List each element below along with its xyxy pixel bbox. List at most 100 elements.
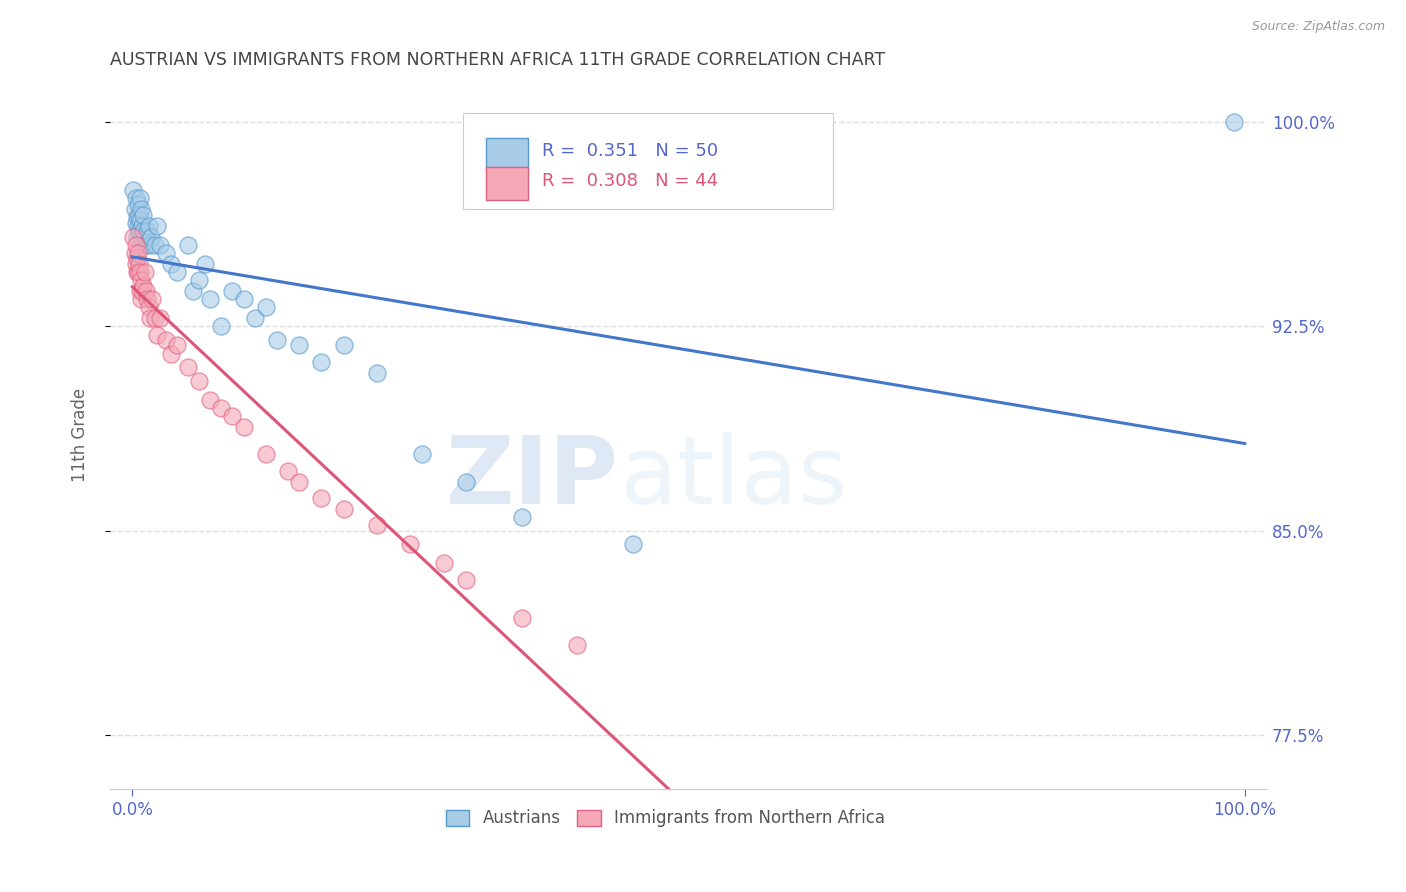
Point [209,401,232,415]
Point [129,229,152,244]
Point [139,237,162,252]
Legend: Austrians, Immigrants from Northern Africa: Austrians, Immigrants from Northern Afri… [439,803,891,834]
Point [128,208,150,222]
FancyBboxPatch shape [486,168,527,200]
Point [122,229,145,244]
Point [254,447,277,461]
Point [166,265,188,279]
Point [131,237,153,252]
Point [128,224,150,238]
Point [141,229,163,244]
Point [127,265,149,279]
Point [332,501,354,516]
Point [129,213,152,227]
Text: atlas: atlas [619,432,848,524]
Point [135,292,157,306]
Point [127,219,149,233]
Point [129,292,152,306]
Point [146,327,169,342]
Point [134,229,156,244]
Point [135,284,157,298]
Point [277,464,299,478]
Point [177,360,200,375]
Point [1222,115,1244,129]
Point [166,338,188,352]
Point [332,338,354,352]
Point [124,257,146,271]
Point [135,237,157,252]
Point [454,573,477,587]
Point [129,273,152,287]
Point [135,224,157,238]
FancyBboxPatch shape [486,138,527,170]
Point [155,333,177,347]
Point [143,237,166,252]
Point [131,219,153,233]
Point [125,265,148,279]
Point [139,311,162,326]
Point [138,301,160,315]
Point [288,475,311,489]
Point [124,191,146,205]
Point [510,510,533,524]
Point [366,518,388,533]
Point [567,638,589,652]
Text: Source: ZipAtlas.com: Source: ZipAtlas.com [1251,20,1385,33]
Point [132,278,155,293]
Point [311,355,333,369]
Point [127,245,149,260]
Point [433,556,456,570]
Point [125,211,148,225]
Point [122,183,145,197]
Point [194,257,217,271]
Point [129,265,152,279]
Point [454,475,477,489]
Text: AUSTRIAN VS IMMIGRANTS FROM NORTHERN AFRICA 11TH GRADE CORRELATION CHART: AUSTRIAN VS IMMIGRANTS FROM NORTHERN AFR… [110,51,886,69]
Point [510,610,533,624]
Point [124,237,146,252]
Point [399,537,422,551]
Point [143,311,166,326]
Point [127,197,149,211]
Point [221,284,243,298]
Point [221,409,243,424]
Point [183,284,205,298]
Point [188,273,211,287]
Point [266,333,288,347]
Point [124,245,146,260]
Point [134,265,156,279]
Point [188,374,211,388]
Point [160,346,183,360]
Point [411,447,433,461]
Text: R =  0.351   N = 50: R = 0.351 N = 50 [541,142,717,161]
Point [243,311,266,326]
Point [132,208,155,222]
Point [232,292,254,306]
Point [132,224,155,238]
Point [125,229,148,244]
Point [209,319,232,334]
Point [129,191,152,205]
Point [198,392,221,407]
Point [146,219,169,233]
Point [129,284,152,298]
Point [141,292,163,306]
Point [198,292,221,306]
Y-axis label: 11th Grade: 11th Grade [72,388,89,483]
Point [366,366,388,380]
Point [155,245,177,260]
Text: R =  0.308   N = 44: R = 0.308 N = 44 [541,172,717,190]
Point [138,219,160,233]
FancyBboxPatch shape [463,113,834,209]
Point [149,311,172,326]
Point [621,537,644,551]
Point [129,202,152,217]
Point [131,284,153,298]
Point [288,338,311,352]
Point [160,257,183,271]
Point [254,301,277,315]
Point [177,237,200,252]
Point [124,202,146,217]
Point [232,420,254,434]
Point [125,252,148,266]
